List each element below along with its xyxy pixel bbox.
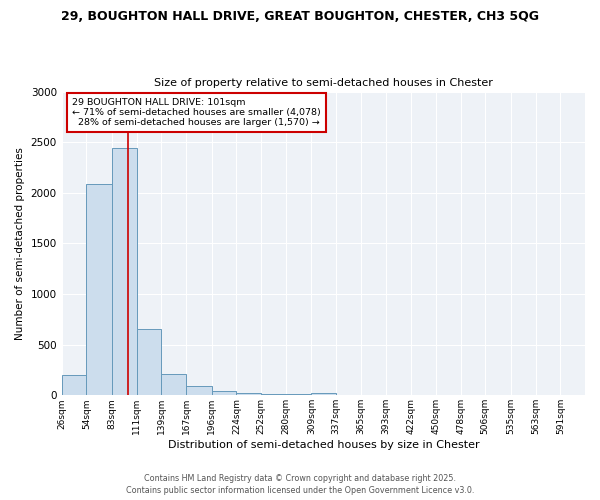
Bar: [186, 386, 212, 396]
Y-axis label: Number of semi-detached properties: Number of semi-detached properties: [15, 147, 25, 340]
Title: Size of property relative to semi-detached houses in Chester: Size of property relative to semi-detach…: [154, 78, 493, 88]
Bar: [112, 148, 137, 396]
Text: 29, BOUGHTON HALL DRIVE, GREAT BOUGHTON, CHESTER, CH3 5QG: 29, BOUGHTON HALL DRIVE, GREAT BOUGHTON,…: [61, 10, 539, 23]
Bar: [212, 390, 236, 396]
X-axis label: Distribution of semi-detached houses by size in Chester: Distribution of semi-detached houses by …: [167, 440, 479, 450]
Bar: [161, 374, 186, 396]
Bar: [261, 394, 286, 396]
Text: 29 BOUGHTON HALL DRIVE: 101sqm
← 71% of semi-detached houses are smaller (4,078): 29 BOUGHTON HALL DRIVE: 101sqm ← 71% of …: [72, 98, 321, 128]
Bar: [86, 184, 112, 396]
Bar: [236, 393, 261, 396]
Bar: [286, 394, 311, 396]
Text: Contains HM Land Registry data © Crown copyright and database right 2025.
Contai: Contains HM Land Registry data © Crown c…: [126, 474, 474, 495]
Bar: [62, 375, 86, 396]
Bar: [137, 330, 161, 396]
Bar: [311, 394, 336, 396]
